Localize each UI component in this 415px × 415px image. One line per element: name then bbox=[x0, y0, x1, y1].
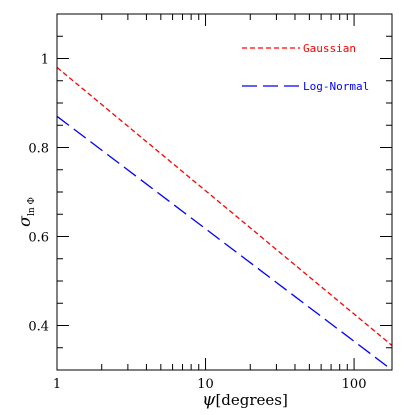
legend-label: Gaussian bbox=[303, 42, 356, 55]
legend-label: Log-Normal bbox=[303, 80, 369, 93]
plot-frame bbox=[56, 13, 393, 371]
x-tick-label: 10 bbox=[197, 377, 214, 392]
y-tick-label: 0.6 bbox=[28, 231, 49, 246]
y-tick-label: 1 bbox=[41, 53, 49, 68]
series-line-gaussian bbox=[56, 66, 393, 347]
y-axis-subscript: ln Φ bbox=[27, 197, 37, 216]
y-axis-symbol: σ bbox=[15, 215, 34, 227]
series-layer bbox=[56, 66, 393, 371]
x-tick-label: 1 bbox=[53, 377, 61, 392]
x-axis-symbol: ψ bbox=[202, 390, 216, 410]
y-tick-label: 0.4 bbox=[28, 320, 49, 335]
x-tick-label: 100 bbox=[342, 377, 367, 392]
x-axis-title: ψ[degrees] bbox=[202, 390, 288, 410]
series-line-log-normal bbox=[56, 115, 393, 371]
y-tick-label: 0.8 bbox=[28, 142, 49, 157]
legend: Gaussian Log-Normal bbox=[242, 42, 369, 93]
ticks bbox=[56, 13, 392, 371]
x-axis-unit: [degrees] bbox=[215, 391, 287, 409]
tick-labels: 1 10 100 0.4 0.6 0.8 1 bbox=[28, 53, 366, 393]
y-axis-title: σln Φ bbox=[15, 197, 37, 227]
